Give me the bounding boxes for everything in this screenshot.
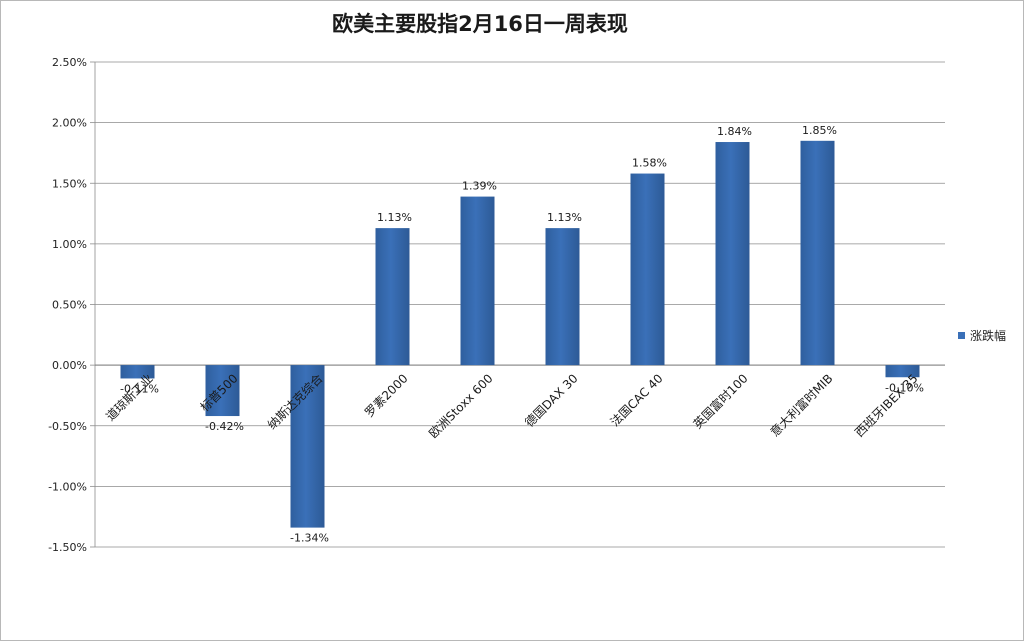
data-label: 1.39% (462, 180, 497, 193)
category-label: 英国富时100 (690, 371, 751, 432)
data-label: -1.34% (290, 532, 329, 545)
legend: 涨跌幅 (958, 327, 1006, 344)
y-tick-label: 0.50% (52, 299, 87, 312)
bar (885, 365, 920, 378)
y-tick-label: -1.00% (48, 480, 87, 493)
category-label: 道琼斯工业 (103, 371, 156, 424)
y-tick-label: 1.50% (52, 177, 87, 190)
bar (205, 365, 240, 417)
legend-swatch (958, 332, 965, 339)
data-label: -0.42% (205, 420, 244, 433)
category-label: 罗素2000 (362, 371, 410, 419)
y-tick-label: 2.00% (52, 117, 87, 130)
bar (460, 196, 495, 366)
data-label: 1.13% (377, 211, 412, 224)
bar (120, 365, 155, 379)
data-label: 1.85% (802, 124, 837, 137)
y-tick-label: 0.00% (52, 359, 87, 372)
bar (630, 173, 665, 366)
bar (375, 228, 410, 366)
chart-title: 欧美主要股指2月16日一周表现 (332, 12, 628, 36)
data-label: 1.13% (547, 211, 582, 224)
category-label: 意大利富时MIB (767, 371, 836, 440)
y-tick-label: -1.50% (48, 541, 87, 554)
bar (800, 140, 835, 366)
data-label: -0.10% (885, 381, 924, 394)
bar (545, 228, 580, 366)
y-tick-label: -0.50% (48, 420, 87, 433)
bar (715, 142, 750, 366)
data-label: 1.84% (717, 125, 752, 138)
data-label: -0.11% (120, 382, 159, 395)
legend-label: 涨跌幅 (970, 329, 1007, 343)
y-tick-label: 1.00% (52, 238, 87, 251)
category-label: 法国CAC 40 (608, 371, 666, 429)
data-label: 1.58% (632, 157, 667, 170)
y-tick-label: 2.50% (52, 56, 87, 69)
category-label: 欧洲Stoxx 600 (426, 371, 495, 440)
category-label: 德国DAX 30 (522, 371, 581, 430)
bar (290, 365, 325, 528)
